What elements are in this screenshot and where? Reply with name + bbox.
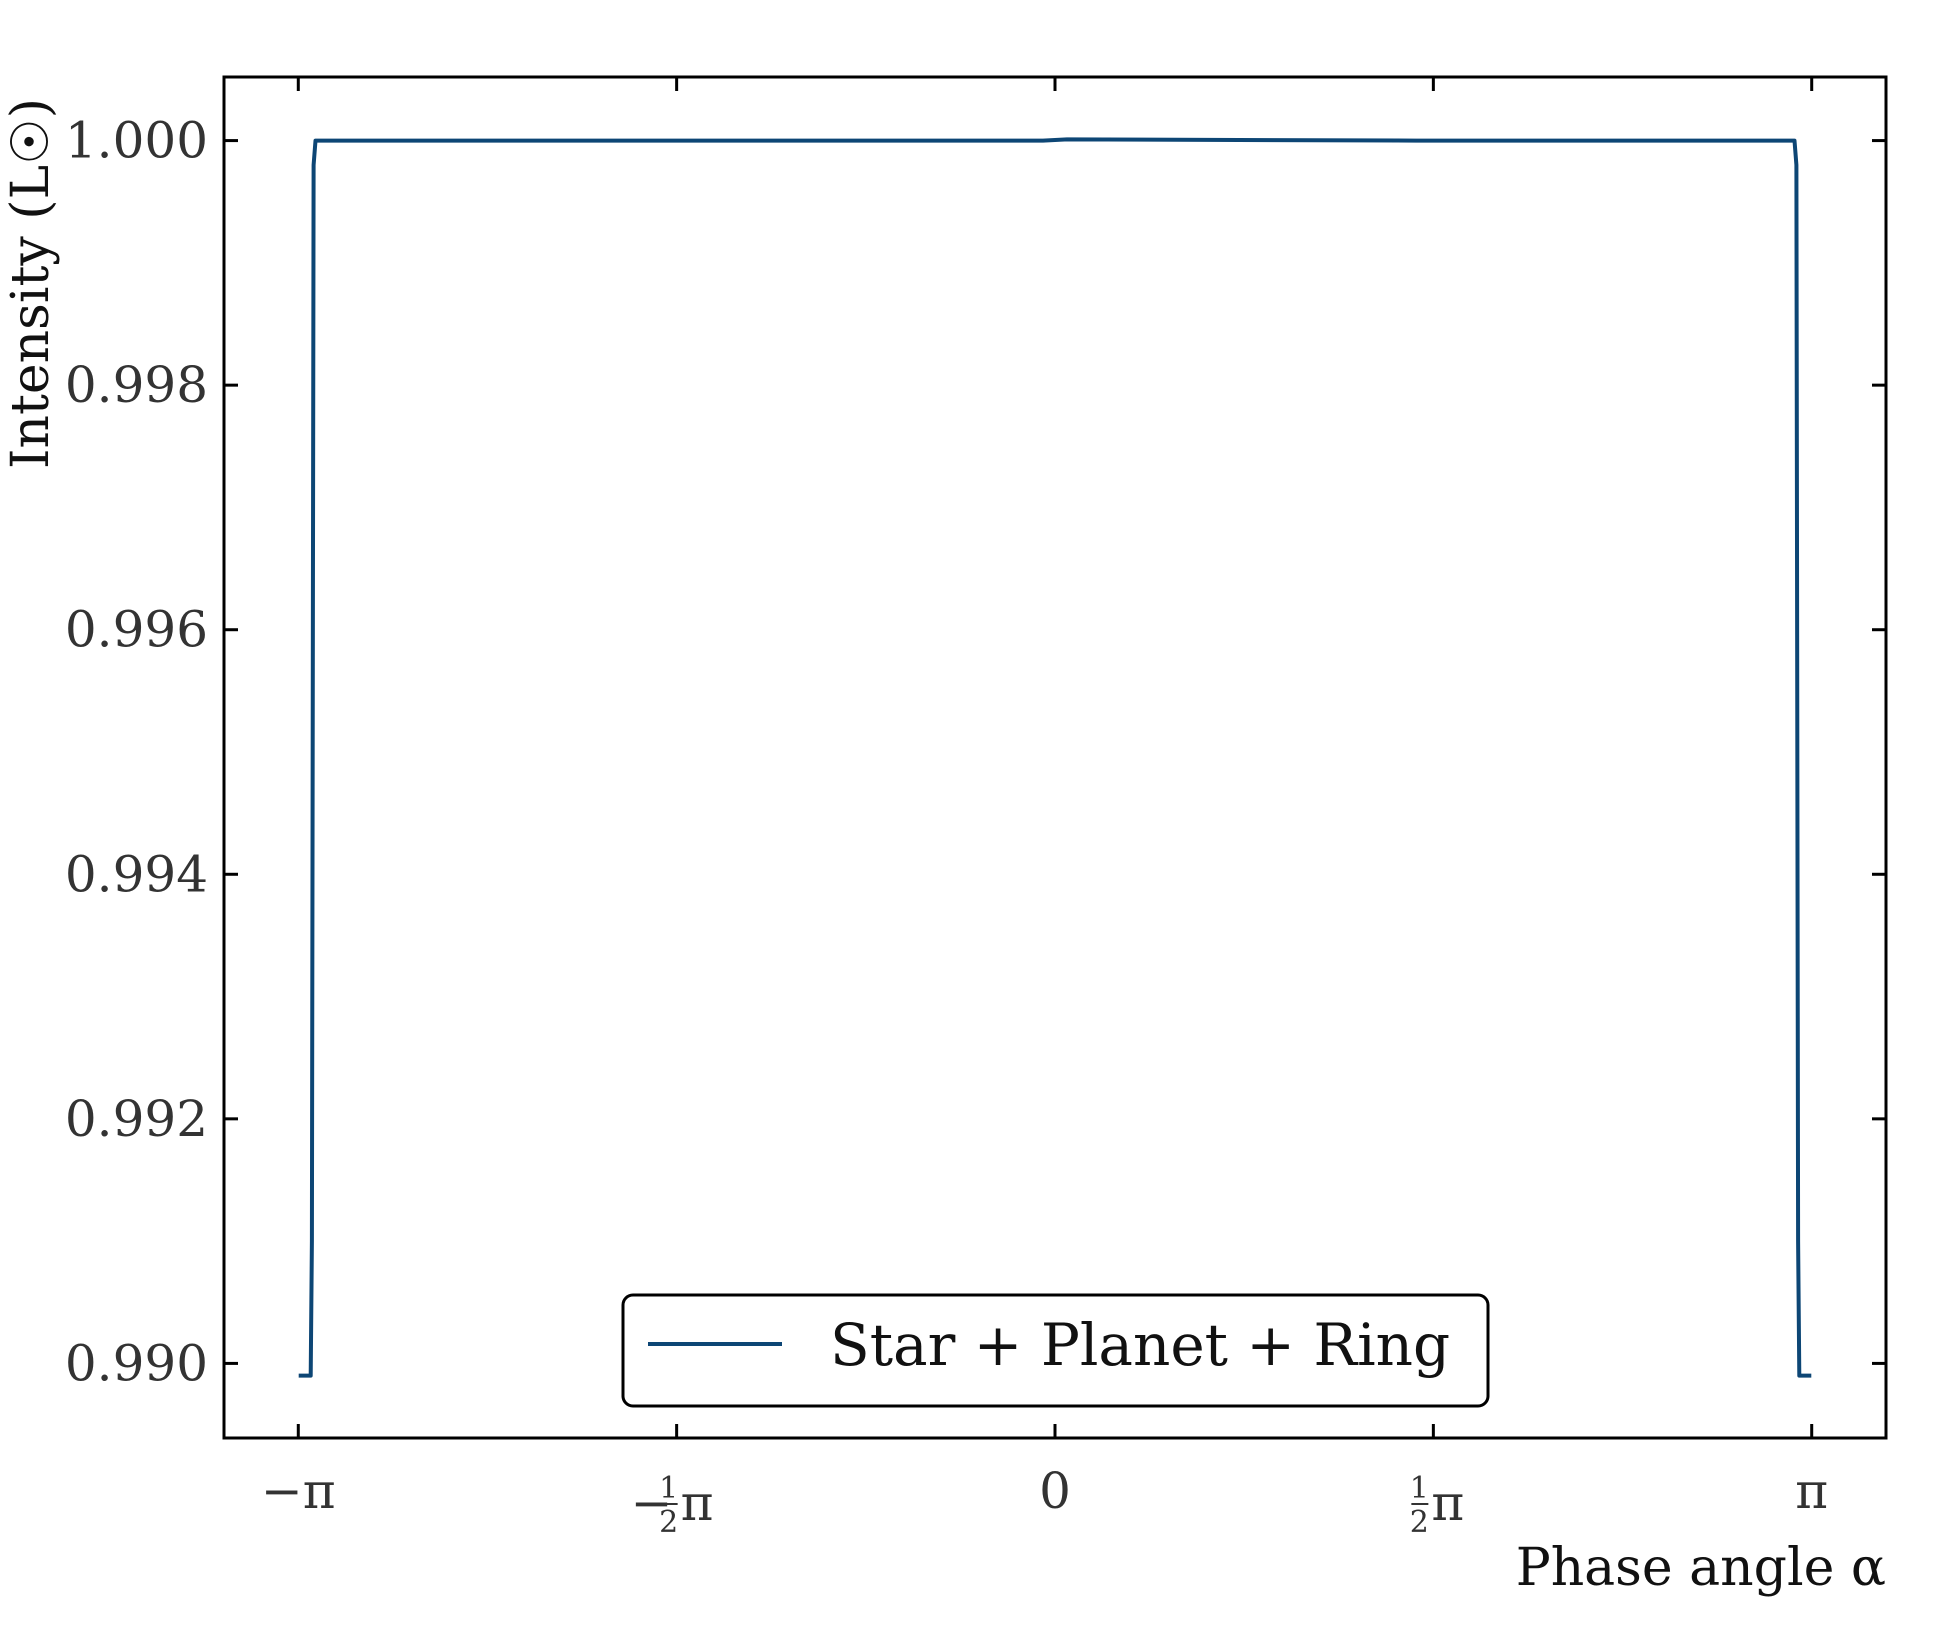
legend-label: Star + Planet + Ring <box>830 1311 1450 1379</box>
x-tick-label-denominator: 2 <box>659 1505 678 1540</box>
x-tick-label-denominator: 2 <box>1410 1505 1429 1540</box>
y-tick-label: 0.990 <box>65 1334 208 1392</box>
axes-frame <box>222 75 1888 1440</box>
y-tick-label: 1.000 <box>65 112 208 170</box>
x-tick-label: 0 <box>1039 1462 1071 1520</box>
x-tick-label-numerator: 1 <box>659 1471 678 1506</box>
series-layer <box>298 137 1812 1378</box>
x-tick-label-pi: π <box>1431 1474 1464 1532</box>
y-axis-title: Intensity (L☉) <box>1 98 61 469</box>
legend-box <box>621 1293 1490 1408</box>
x-axis-title: Phase angle α <box>1516 1538 1886 1598</box>
y-tick-label: 0.994 <box>65 845 208 903</box>
y-tick-label: 0.992 <box>65 1090 208 1148</box>
series-line <box>298 137 1812 1378</box>
ticks-layer: −π −12 π 0 12 π π0.9900.9920.9940.9960.9981.00… <box>65 77 1886 1540</box>
y-tick-label: 0.996 <box>65 601 208 659</box>
x-tick-label: π <box>1795 1462 1828 1520</box>
x-tick-label-pi: π <box>681 1474 714 1532</box>
x-tick-label: 12 π <box>1410 1471 1464 1540</box>
x-tick-label-numerator: 1 <box>1410 1471 1429 1506</box>
x-tick-label: −12 π <box>631 1471 714 1540</box>
y-tick-label: 0.998 <box>65 356 208 414</box>
x-tick-label: −π <box>261 1462 336 1520</box>
legend: Star + Planet + Ring <box>621 1293 1490 1408</box>
